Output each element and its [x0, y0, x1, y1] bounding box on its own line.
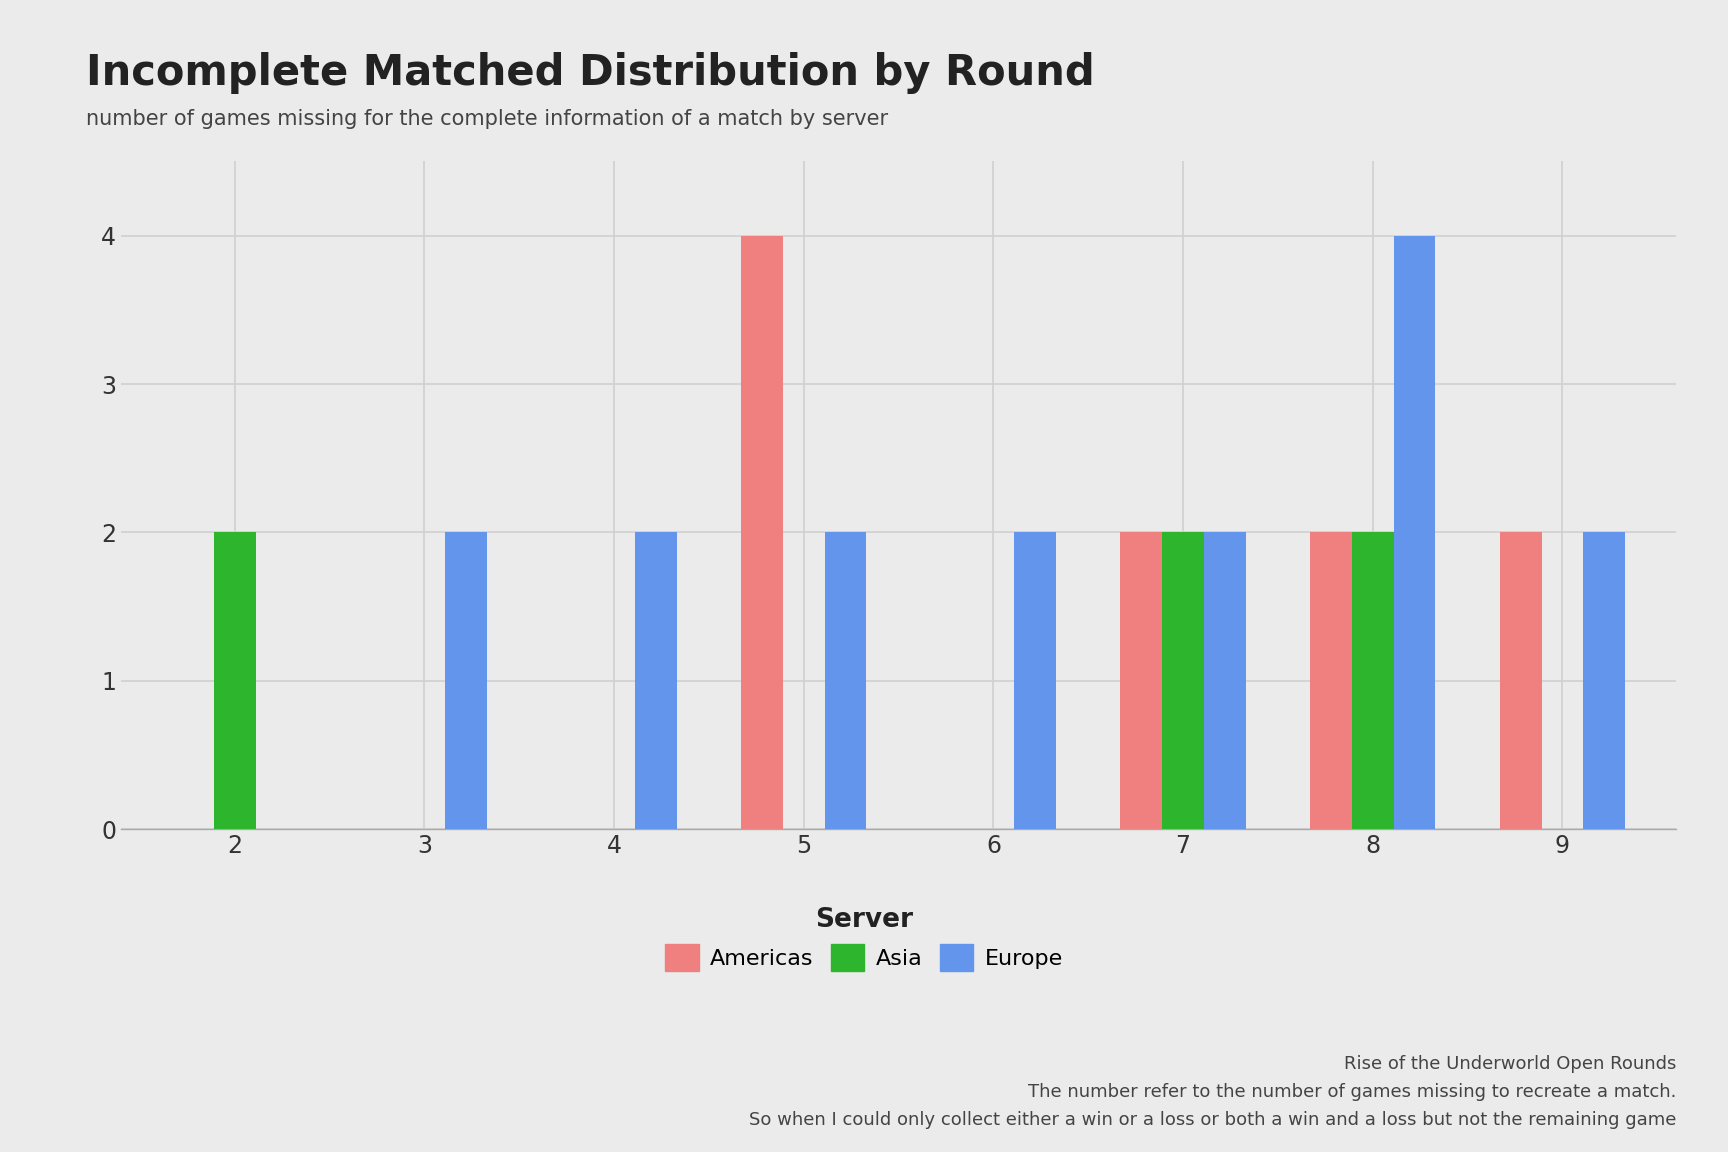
Bar — [1393, 235, 1436, 829]
Bar — [1310, 532, 1351, 829]
Bar — [634, 532, 677, 829]
Bar — [1120, 532, 1163, 829]
Bar — [1583, 532, 1624, 829]
Bar — [1351, 532, 1393, 829]
Bar — [446, 532, 487, 829]
Text: number of games missing for the complete information of a match by server: number of games missing for the complete… — [86, 109, 888, 129]
Bar — [741, 235, 783, 829]
Bar — [1163, 532, 1204, 829]
Text: Incomplete Matched Distribution by Round: Incomplete Matched Distribution by Round — [86, 52, 1096, 93]
Bar — [1500, 532, 1541, 829]
Legend: Americas, Asia, Europe: Americas, Asia, Europe — [657, 897, 1071, 980]
Text: Rise of the Underworld Open Rounds
The number refer to the number of games missi: Rise of the Underworld Open Rounds The n… — [748, 1055, 1676, 1129]
Bar — [1204, 532, 1246, 829]
Bar — [214, 532, 256, 829]
Bar — [1014, 532, 1056, 829]
Bar — [824, 532, 866, 829]
